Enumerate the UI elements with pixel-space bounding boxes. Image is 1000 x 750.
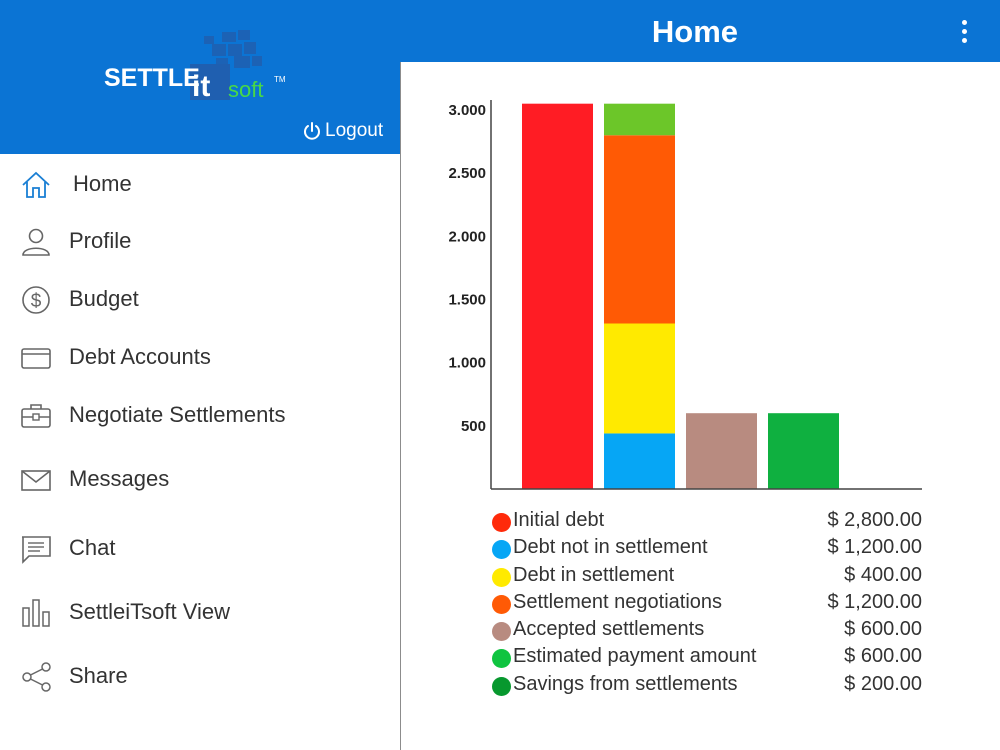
legend-label: Savings from settlements [513,672,738,695]
legend-item: Accepted settlements $ 600.00 [492,617,922,644]
logo-text-soft: soft [228,77,263,102]
legend-swatch [492,513,511,532]
legend-label: Settlement negotiations [513,590,723,613]
legend-item: Initial debt $ 2,800.00 [492,508,922,535]
briefcase-icon [21,404,51,428]
legend-swatch [492,622,511,642]
y-tick-label: 3.000 [448,102,486,119]
user-icon [22,228,50,256]
sidebar-item-budget[interactable]: $ Budget [0,273,398,325]
legend-label: Estimated payment amount [513,645,757,668]
more-vertical-icon[interactable] [952,18,976,46]
sidebar-item-home[interactable]: Home [0,158,398,210]
logout-label: Logout [325,120,384,141]
bar-2-segment-4 [604,103,675,136]
sidebar-item-settleitsoft-view[interactable]: SettleiTsoft View [0,586,398,638]
legend-value: $ 1,200.00 [827,536,922,559]
sidebar-item-profile[interactable]: Profile [0,215,398,267]
legend-value: $ 2,800.00 [827,509,922,531]
legend-item: Savings from settlements $ 200.00 [492,672,922,699]
sidebar-item-label: Budget [69,286,139,311]
power-icon [304,122,320,140]
legend-label: Accepted settlements [513,618,705,641]
bar-4-segment-1 [768,413,839,489]
bar-1-segment-1 [522,103,593,489]
envelope-icon [21,470,51,491]
legend-item: Estimated payment amount $ 600.00 [492,644,922,671]
legend-value: $ 600.00 [844,645,922,668]
sidebar-item-debt-accounts[interactable]: Debt Accounts [0,331,398,383]
legend-swatch [492,676,511,696]
home-icon [22,171,50,198]
sidebar-item-negotiate-settlements[interactable]: Negotiate Settlements [0,389,398,441]
sidebar-item-label: Home [73,171,132,196]
chart-legend: Initial debt $ 2,800.00 Debt not in settle… [492,508,922,699]
y-tick-label: 2.000 [448,228,486,245]
svg-text:$: $ [31,291,42,312]
y-tick-label: 1.000 [448,355,486,372]
sidebar-item-share[interactable]: Share [0,650,398,702]
legend-swatch [492,594,511,614]
legend-label: Debt in settlement [513,563,675,586]
dollar-icon: $ [22,286,50,314]
sidebar-item-label: Negotiate Settlements [69,402,286,427]
sidebar-item-label: Chat [69,535,116,560]
logo-text-settle: SETTLE [104,64,200,92]
legend-value: $ 200.00 [844,672,922,695]
share-icon [22,662,51,692]
sidebar-item-label: Messages [69,466,170,491]
sidebar-header: SETTLE it soft TM Logout [0,0,400,154]
page-title: Home [651,14,739,49]
legend-value: $ 600.00 [844,618,922,641]
legend-swatch [492,567,511,587]
legend-label: Debt not in settlement [513,536,708,559]
legend-item: Settlement negotiations $ 1,200.00 [492,590,922,617]
bar-3-segment-1 [686,413,757,489]
legend-value: $ 1,200.00 [827,590,922,613]
legend-item: Debt not in settlement $ 1,200.00 [492,535,922,562]
sidebar-item-messages[interactable]: Messages [0,453,398,505]
legend-label: Initial debt [513,509,605,531]
logout-button[interactable]: Logout [302,120,383,142]
logo-text-it: it [192,70,210,103]
settleitsoft-logo: SETTLE it soft TM [104,26,294,106]
bar-2-segment-1 [604,433,675,489]
bar-2-segment-3 [604,135,675,324]
sidebar-item-label: Share [69,663,128,688]
bar-chart-icon [22,599,50,627]
y-tick-label: 500 [461,418,486,435]
sidebar-item-chat[interactable]: Chat [0,522,398,574]
sidebar-item-label: Debt Accounts [69,344,211,369]
y-tick-label: 2.500 [448,165,486,182]
chat-icon [22,536,51,564]
logo-tm: TM [274,75,286,84]
sidebar-divider [400,62,401,750]
legend-swatch [492,540,511,560]
bar-2-segment-2 [604,323,675,434]
debt-summary-chart: 500 1.000 1.500 2.000 2.500 3.000 [448,100,922,490]
y-tick-label: 1.500 [448,292,486,309]
legend-item: Debt in settlement $ 400.00 [492,563,922,590]
legend-value: $ 400.00 [844,563,922,586]
legend-swatch [492,649,511,669]
sidebar-item-label: SettleiTsoft View [69,599,231,624]
card-icon [21,348,51,369]
sidebar-item-label: Profile [69,228,132,253]
